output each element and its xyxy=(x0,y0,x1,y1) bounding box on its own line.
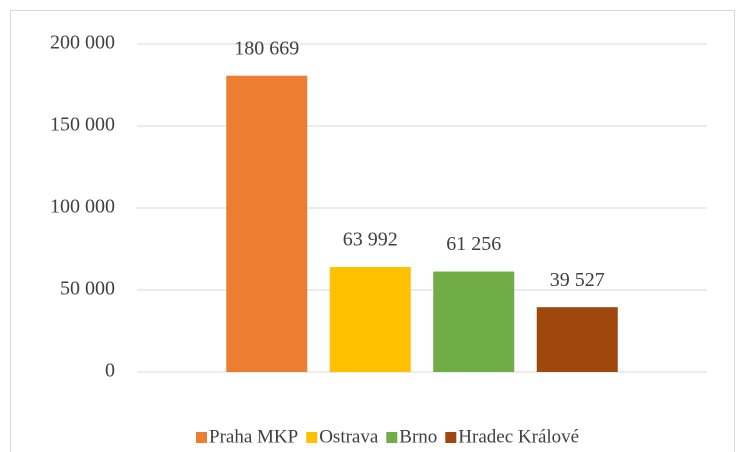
legend-swatch xyxy=(386,432,398,443)
value-label: 61 256 xyxy=(446,233,501,255)
legend-label: Hradec Králové xyxy=(458,426,579,447)
bar xyxy=(226,75,308,372)
legend-swatch xyxy=(306,432,318,443)
legend-swatch xyxy=(445,432,457,443)
legend-label: Brno xyxy=(399,426,437,447)
y-tick-label: 150 000 xyxy=(50,114,115,136)
y-tick-label: 0 xyxy=(105,360,115,382)
chart-border xyxy=(10,10,735,452)
value-label: 63 992 xyxy=(343,229,398,251)
value-label: 39 527 xyxy=(550,269,605,291)
legend-swatch xyxy=(196,432,207,443)
value-label: 180 669 xyxy=(234,37,299,59)
legend-label: Ostrava xyxy=(319,426,379,447)
legend-label: Praha MKP xyxy=(209,426,298,447)
bar xyxy=(536,307,618,372)
y-tick-label: 50 000 xyxy=(60,278,115,300)
y-tick-label: 100 000 xyxy=(50,196,115,218)
bar xyxy=(433,271,515,372)
bar xyxy=(329,267,411,372)
y-tick-label: 200 000 xyxy=(50,32,115,54)
